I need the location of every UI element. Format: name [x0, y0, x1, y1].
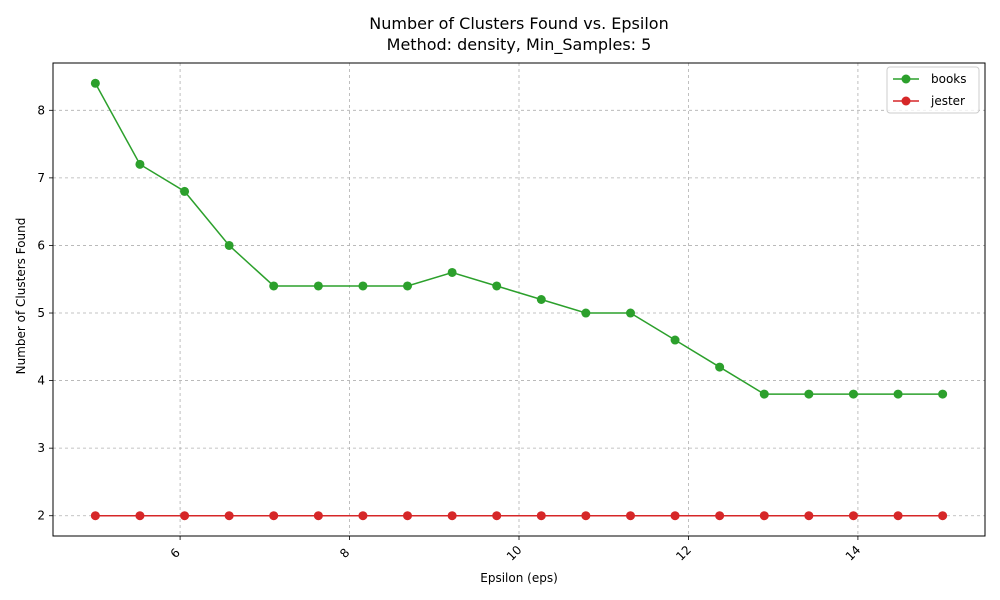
data-point-books: [224, 240, 234, 250]
data-point-books: [848, 389, 858, 399]
data-point-jester: [715, 511, 725, 521]
data-point-jester: [135, 511, 145, 521]
data-point-jester: [893, 511, 903, 521]
data-point-jester: [180, 511, 190, 521]
legend-item-books: books: [893, 72, 967, 86]
y-tick-label: 8: [37, 103, 45, 117]
data-point-books: [492, 281, 502, 291]
data-point-jester: [90, 511, 100, 521]
chart-title: Number of Clusters Found vs. Epsilon: [369, 14, 668, 33]
data-point-jester: [804, 511, 814, 521]
legend-item-jester: jester: [893, 94, 965, 108]
x-axis-label: Epsilon (eps): [480, 571, 558, 585]
chart-subtitle: Method: density, Min_Samples: 5: [387, 35, 652, 55]
data-point-jester: [492, 511, 502, 521]
data-point-jester: [269, 511, 279, 521]
y-tick-label: 7: [37, 171, 45, 185]
y-tick-label: 4: [37, 374, 45, 388]
legend-marker: [901, 96, 911, 106]
x-tick-label: 12: [673, 543, 694, 564]
data-point-books: [804, 389, 814, 399]
data-point-jester: [402, 511, 412, 521]
x-tick-label: 14: [843, 543, 864, 564]
y-tick-label: 3: [37, 441, 45, 455]
data-point-books: [626, 308, 636, 318]
data-point-books: [135, 159, 145, 169]
data-point-jester: [313, 511, 323, 521]
data-point-jester: [224, 511, 234, 521]
data-point-books: [893, 389, 903, 399]
data-point-jester: [626, 511, 636, 521]
data-point-books: [536, 295, 546, 304]
data-point-books: [670, 335, 680, 345]
data-point-jester: [447, 511, 457, 521]
series-books: [90, 78, 948, 399]
data-point-books: [90, 78, 100, 88]
data-point-books: [447, 267, 457, 277]
y-tick-label: 2: [37, 509, 45, 523]
legend-label: books: [931, 72, 967, 86]
y-axis-label: Number of Clusters Found: [14, 218, 28, 375]
data-point-jester: [848, 511, 858, 521]
data-point-books: [402, 281, 412, 291]
data-point-jester: [759, 511, 769, 521]
legend-marker: [901, 74, 911, 84]
y-tick-label: 6: [37, 238, 45, 252]
data-point-books: [180, 186, 190, 196]
y-tick-label: 5: [37, 306, 45, 320]
data-point-books: [269, 281, 279, 291]
data-point-books: [313, 281, 323, 291]
x-tick-label: 10: [504, 543, 525, 564]
series-layer: [90, 78, 948, 521]
data-point-books: [715, 362, 725, 372]
grid: [53, 63, 985, 536]
x-tick-label: 6: [168, 546, 183, 561]
data-point-jester: [670, 511, 680, 521]
data-point-jester: [536, 511, 546, 521]
axis-ticks: 6 8 10 12 14 2 3 4 5 6 7 8: [37, 103, 863, 563]
legend: books jester: [886, 66, 980, 114]
data-point-books: [938, 389, 948, 399]
data-point-books: [581, 308, 591, 318]
data-point-books: [759, 389, 769, 399]
data-point-books: [358, 281, 368, 291]
series-line-books: [94, 82, 943, 395]
data-point-jester: [581, 511, 591, 521]
data-point-jester: [358, 511, 368, 521]
x-tick-label: 8: [337, 546, 352, 561]
legend-label: jester: [930, 94, 965, 108]
series-jester: [90, 511, 948, 521]
data-point-jester: [938, 511, 948, 521]
